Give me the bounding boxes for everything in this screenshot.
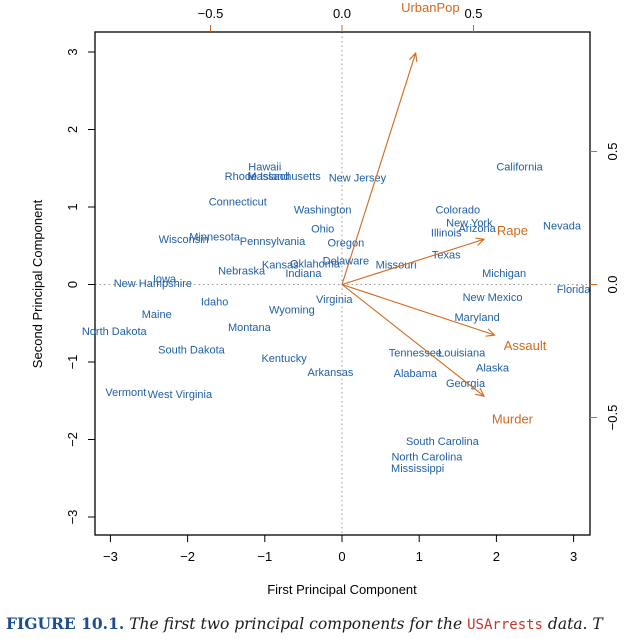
top-tick-label: 0.5	[464, 6, 482, 21]
state-label: Vermont	[105, 387, 146, 399]
y-axis-label: Second Principal Component	[30, 199, 45, 368]
pca-biplot: −3 −2 −1 0 1 2 3 −3 −2 −1 0 1 2 3 −0.5 0.0 0.5 −0.5 0.0 0.5…	[30, 0, 620, 597]
y-tick-label: 0	[65, 281, 80, 288]
state-label: Wisconsin	[159, 234, 209, 246]
caption-dataset-name: USArrests	[467, 617, 543, 633]
loading-label: UrbanPop	[401, 0, 460, 15]
state-label: Hawaii	[248, 162, 281, 174]
right-tick-label: −0.5	[605, 405, 620, 431]
loading-arrow	[341, 52, 417, 285]
state-label: Kentucky	[261, 353, 307, 365]
state-label: Maryland	[454, 312, 499, 324]
x-axis-label: First Principal Component	[267, 582, 417, 597]
right-tick-label: 0.0	[605, 275, 620, 293]
state-label: South Dakota	[158, 345, 226, 357]
y-tick-label: −3	[65, 510, 80, 525]
state-label: Oregon	[328, 238, 365, 250]
x-tick-label: 2	[493, 549, 500, 564]
y-tick-label: −1	[65, 355, 80, 370]
state-label: Tennessee	[389, 348, 442, 360]
state-label: Kansas	[262, 259, 299, 271]
state-label: Minnesota	[189, 231, 241, 243]
loading-arrow	[341, 238, 485, 286]
caption-text-before: The first two principal components for t…	[129, 615, 463, 633]
state-label: Mississippi	[391, 463, 444, 475]
state-label: Nebraska	[218, 266, 266, 278]
x-tick-label: −1	[257, 549, 272, 564]
state-label: Oklahoma	[290, 259, 341, 271]
state-label: Georgia	[446, 378, 486, 390]
x-tick-label: −3	[103, 549, 118, 564]
loading-arrowhead	[409, 51, 418, 63]
state-label: Florida	[557, 284, 592, 296]
state-label: Arkansas	[307, 367, 353, 379]
y-tick-label: 3	[65, 48, 80, 55]
loading-arrowhead	[485, 328, 496, 337]
state-label: Washington	[294, 204, 352, 216]
y-tick-label: 2	[65, 126, 80, 133]
state-label: Indiana	[285, 268, 322, 280]
state-label: Rhode Island	[225, 171, 290, 183]
state-label: Texas	[432, 249, 461, 261]
state-label: Louisiana	[438, 348, 486, 360]
state-label: West Virginia	[148, 389, 213, 401]
state-label: Delaware	[323, 255, 369, 267]
state-label: Idaho	[201, 297, 229, 309]
state-label: Colorado	[435, 204, 480, 216]
state-label: North Carolina	[391, 452, 463, 464]
state-label: Pennsylvania	[240, 236, 306, 248]
loading-arrowhead	[475, 237, 486, 246]
loading-arrows: UrbanPop Rape Assault Murder	[341, 0, 547, 427]
y-tick-label: −2	[65, 432, 80, 447]
state-label: Iowa	[153, 273, 177, 285]
right-tick-label: 0.5	[605, 142, 620, 160]
state-label: Montana	[228, 322, 272, 334]
loading-label: Murder	[492, 412, 534, 427]
state-label: Missouri	[376, 259, 417, 271]
state-label: New Hampshire	[114, 278, 192, 290]
loading-label: Rape	[497, 223, 528, 238]
state-label: California	[496, 162, 543, 174]
y-tick-label: 1	[65, 203, 80, 210]
x-tick-label: 3	[570, 549, 577, 564]
caption-text-after: data. T	[547, 615, 603, 633]
state-label: Michigan	[482, 268, 526, 280]
state-label: Alabama	[394, 368, 438, 380]
state-label: Massachusetts	[247, 171, 321, 183]
state-label: Ohio	[311, 224, 334, 236]
state-label: Connecticut	[209, 197, 267, 209]
axes: −3 −2 −1 0 1 2 3 −3 −2 −1 0 1 2 3 −0.5 0.0 0.5 −0.5 0.0 0.5	[65, 6, 620, 564]
state-label: New Mexico	[463, 292, 523, 304]
state-label: Maine	[142, 309, 172, 321]
state-label: Arizona	[458, 223, 496, 235]
caption-label: FIGURE 10.1.	[6, 614, 125, 633]
x-tick-label: 1	[416, 549, 423, 564]
loading-arrow	[341, 284, 485, 397]
state-label: New York	[446, 218, 493, 230]
loading-arrow	[341, 283, 495, 336]
top-tick-label: −0.5	[198, 6, 224, 21]
x-tick-label: 0	[338, 549, 345, 564]
loading-label: Assault	[504, 338, 547, 353]
figure-caption: FIGURE 10.1. The first two principal com…	[6, 614, 624, 633]
state-label: Illinois	[431, 228, 462, 240]
state-label: Wyoming	[269, 304, 315, 316]
loading-arrowhead	[475, 387, 486, 398]
state-label: North Dakota	[82, 326, 148, 338]
state-label: New Jersey	[329, 173, 387, 185]
x-tick-label: −2	[180, 549, 195, 564]
state-label: Alaska	[476, 362, 510, 374]
state-label: Virginia	[316, 294, 353, 306]
state-label: Nevada	[543, 221, 582, 233]
state-label: South Carolina	[406, 436, 480, 448]
top-tick-label: 0.0	[333, 6, 351, 21]
